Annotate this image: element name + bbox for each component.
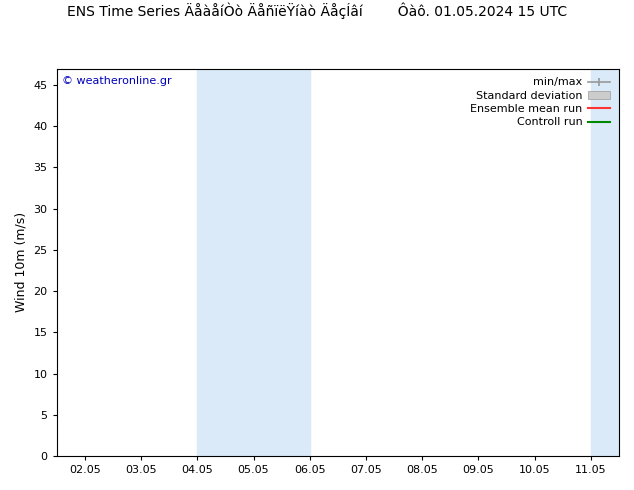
Text: © weatheronline.gr: © weatheronline.gr [62, 76, 172, 86]
Text: ENS Time Series ÄåàåíÒò ÄåñïëŸíàò ÄåçÍâí        Ôàô. 01.05.2024 15 UTC: ENS Time Series ÄåàåíÒò ÄåñïëŸíàò ÄåçÍâí… [67, 2, 567, 19]
Bar [197, 69, 310, 456]
Y-axis label: Wind 10m (m/s): Wind 10m (m/s) [15, 212, 28, 312]
Bar [591, 69, 619, 456]
Legend: min/max, Standard deviation, Ensemble mean run, Controll run: min/max, Standard deviation, Ensemble me… [467, 74, 614, 131]
